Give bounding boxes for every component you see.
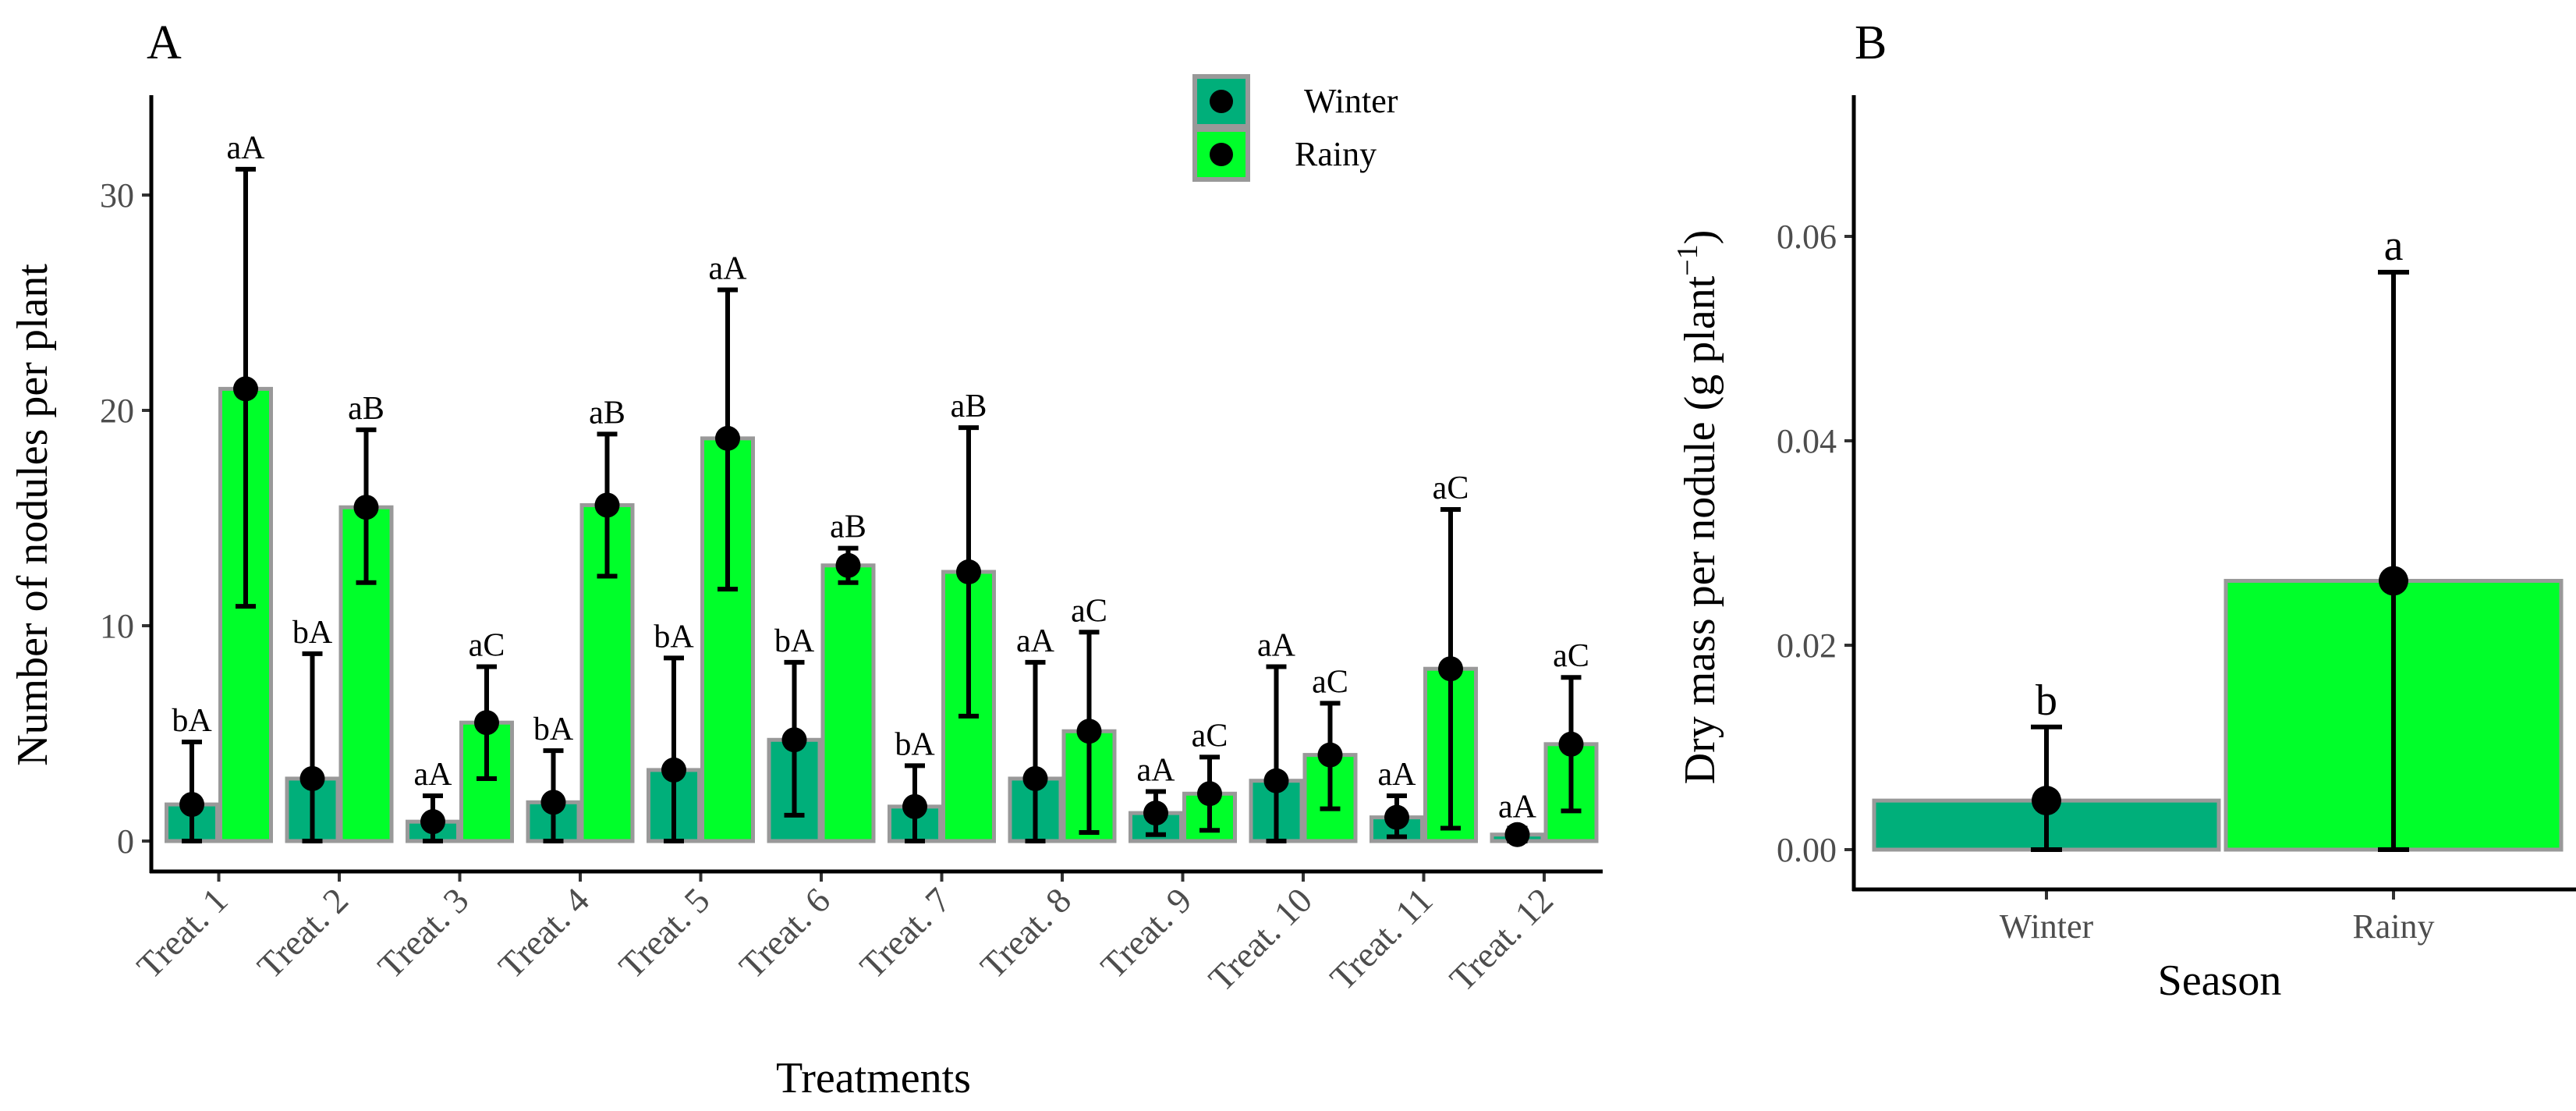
significance-label: b (2036, 676, 2057, 725)
x-tick-label: Treat. 12 (1442, 880, 1561, 999)
mean-point (179, 792, 204, 818)
x-axis-title: Season (2158, 957, 2282, 1005)
significance-label: aB (589, 395, 625, 431)
mean-point (420, 809, 445, 835)
mean-point (2379, 566, 2408, 596)
significance-label: bA (654, 619, 694, 655)
y-tick-label: 0.04 (1777, 422, 1837, 460)
legend-point (1210, 143, 1233, 166)
x-tick-label: Treat. 4 (491, 880, 597, 986)
x-tick-label: Treat. 3 (370, 880, 477, 986)
x-tick-label: Treat. 2 (250, 880, 356, 986)
x-tick-label: Treat. 6 (732, 880, 838, 986)
panel-b: 0.00 0.02 0.04 0.06 b Winter a Rainy Season Dry m… (1671, 95, 2576, 1005)
significance-label: aC (1071, 593, 1107, 629)
mean-point (1263, 768, 1289, 793)
mean-point (835, 552, 861, 578)
significance-label: aC (1312, 664, 1348, 700)
y-tick-label: 20 (100, 392, 134, 430)
legend-swatch-winter (1192, 74, 1250, 129)
significance-label: aC (1433, 470, 1469, 506)
mean-point (1558, 731, 1584, 757)
mean-point (781, 727, 807, 753)
mean-point (540, 790, 566, 815)
y-tick-label: 0.02 (1777, 626, 1837, 665)
y-axis-title-superscript: −1 (1671, 244, 1704, 275)
mean-point (715, 425, 740, 451)
y-tick-label: 0.00 (1777, 831, 1837, 869)
legend-swatch-rainy (1192, 127, 1250, 182)
significance-label: bA (533, 712, 574, 747)
significance-label: aA (1257, 627, 1296, 663)
legend-label: Winter (1304, 82, 1398, 120)
mean-point (1143, 800, 1168, 826)
significance-label: bA (172, 703, 212, 739)
significance-label: aA (227, 130, 266, 166)
significance-label: bA (774, 623, 815, 659)
significance-label: aA (1498, 789, 1537, 825)
significance-label: aC (469, 627, 505, 663)
significance-label: aB (830, 509, 866, 545)
x-tick-label: Treat. 7 (852, 880, 958, 986)
mean-point (1317, 742, 1343, 768)
x-tick-label: Treat. 5 (611, 880, 718, 986)
mean-point (1197, 781, 1222, 807)
y-axis-title: Dry mass per nodule (g plant−1) (1671, 230, 1724, 785)
panel-a-label: A (147, 16, 182, 69)
mean-point (299, 765, 325, 791)
x-tick-label: Treat. 8 (973, 880, 1079, 986)
mean-point (353, 495, 379, 520)
y-tick-label: 10 (100, 607, 134, 645)
mean-point (1438, 656, 1463, 682)
x-axis-title: Treatments (776, 1054, 971, 1102)
significance-label: aA (1016, 623, 1055, 659)
mean-point (233, 376, 258, 402)
bar-rainy (820, 563, 876, 843)
mean-point (1022, 765, 1048, 791)
legend-point (1210, 90, 1233, 113)
x-tick-label: Winter (2000, 907, 2094, 946)
significance-label: bA (895, 726, 935, 762)
mean-point (1384, 804, 1409, 830)
significance-label: aA (1137, 753, 1176, 789)
y-tick-label: 0.06 (1777, 218, 1837, 256)
significance-label: aA (414, 757, 453, 793)
y-axis-title-end: ) (1676, 230, 1724, 245)
mean-point (474, 710, 499, 736)
y-axis-title: Number of nodules per plant (9, 264, 57, 766)
x-tick-label: Treat. 1 (129, 880, 236, 986)
y-tick-label: 0 (117, 822, 134, 861)
panel-b-label: B (1855, 16, 1887, 69)
significance-label: aB (348, 391, 384, 427)
significance-label: aA (709, 250, 748, 286)
y-axis-title-main: Dry mass per nodule (g plant (1676, 275, 1724, 784)
x-tick-label: Treat. 11 (1322, 880, 1440, 998)
mean-point (2032, 786, 2061, 816)
significance-label: bA (292, 615, 333, 651)
mean-point (956, 559, 981, 584)
y-tick-label: 30 (100, 176, 134, 215)
mean-point (902, 793, 927, 819)
significance-label: aB (951, 389, 987, 424)
significance-label: a (2384, 222, 2404, 270)
significance-label: aC (1553, 638, 1589, 674)
mean-point (661, 757, 686, 783)
x-tick-label: Treat. 10 (1201, 880, 1320, 999)
x-tick-label: Treat. 9 (1093, 880, 1199, 986)
panel-a: 0 10 20 30 bA aA Treat. 1 bA aB Treat. 2 aA aC Treat… (9, 74, 1603, 1102)
significance-label: aA (1378, 757, 1417, 793)
x-tick-label: Rainy (2352, 907, 2434, 946)
mean-point (1076, 719, 1102, 744)
mean-point (1504, 822, 1530, 847)
significance-label: aC (1192, 718, 1228, 754)
mean-point (594, 492, 620, 518)
legend-label: Rainy (1295, 135, 1377, 173)
